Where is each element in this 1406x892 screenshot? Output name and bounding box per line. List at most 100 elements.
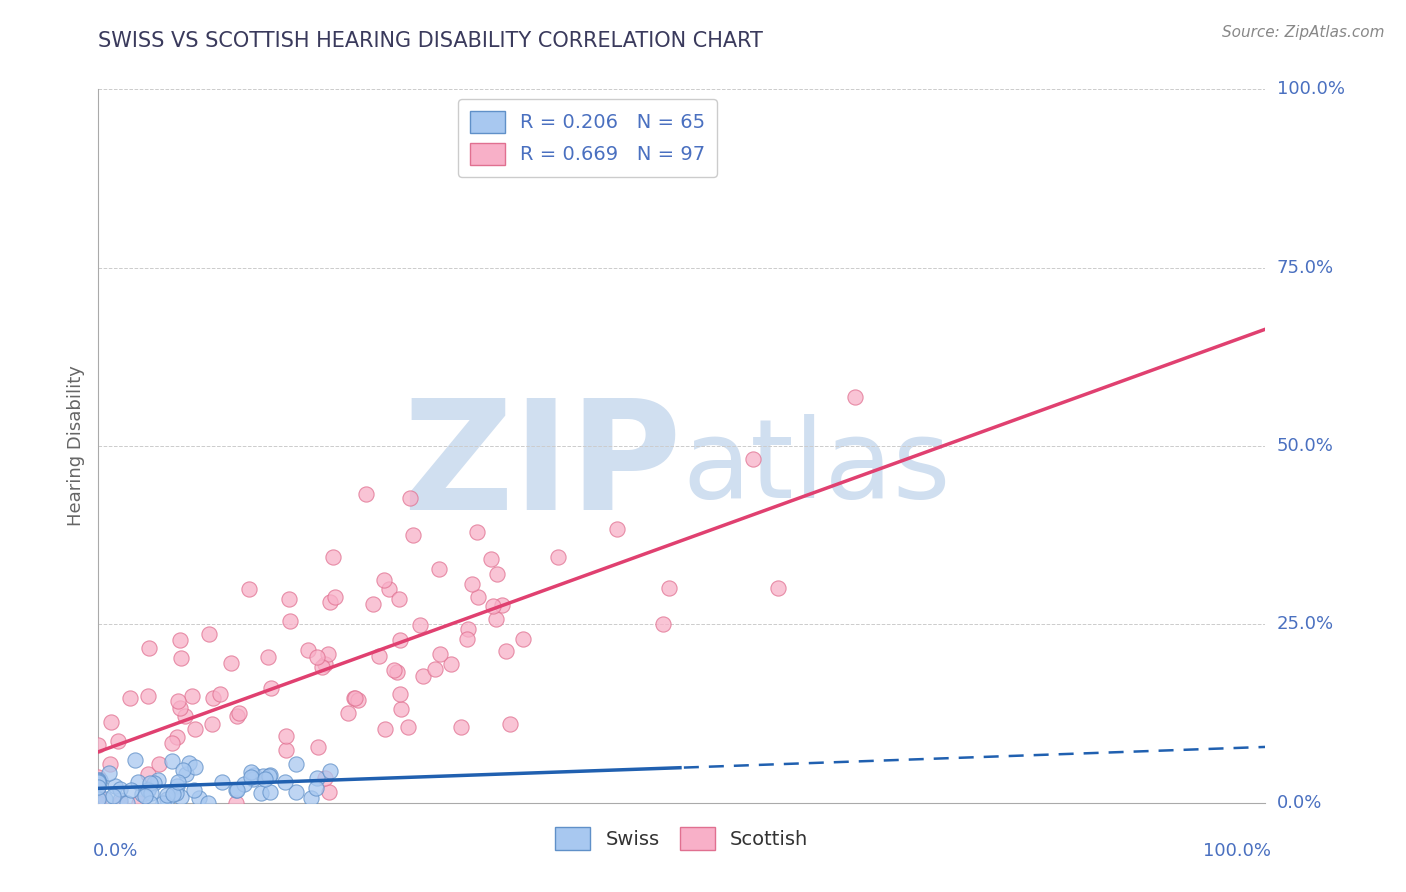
Point bbox=[249, 786, 271, 800]
Point bbox=[172, 763, 194, 777]
Point bbox=[87, 773, 110, 788]
Point bbox=[87, 796, 110, 810]
Point bbox=[169, 701, 191, 715]
Point bbox=[240, 764, 263, 779]
Point bbox=[152, 796, 174, 810]
Point bbox=[374, 722, 396, 736]
Point bbox=[108, 793, 131, 807]
Point bbox=[166, 730, 188, 744]
Point bbox=[201, 716, 224, 731]
Point bbox=[382, 664, 405, 678]
Point bbox=[187, 791, 209, 805]
Point bbox=[100, 714, 122, 729]
Point bbox=[134, 789, 156, 803]
Point bbox=[242, 772, 264, 787]
Point bbox=[484, 611, 506, 625]
Point bbox=[120, 782, 142, 797]
Point bbox=[499, 717, 522, 731]
Point bbox=[108, 781, 131, 796]
Point bbox=[547, 550, 569, 565]
Text: atlas: atlas bbox=[682, 414, 950, 521]
Point bbox=[402, 528, 425, 542]
Point bbox=[479, 552, 502, 566]
Point bbox=[138, 640, 160, 655]
Point bbox=[277, 592, 299, 607]
Point bbox=[93, 792, 115, 806]
Point bbox=[343, 690, 366, 705]
Point bbox=[305, 781, 328, 796]
Text: 100.0%: 100.0% bbox=[1277, 80, 1344, 98]
Point bbox=[429, 647, 451, 661]
Point bbox=[467, 590, 489, 604]
Point bbox=[316, 647, 339, 661]
Point bbox=[87, 774, 110, 789]
Point bbox=[184, 760, 207, 774]
Point bbox=[274, 742, 297, 756]
Point bbox=[844, 390, 866, 404]
Point bbox=[107, 734, 129, 748]
Point bbox=[89, 772, 111, 787]
Point bbox=[233, 777, 256, 791]
Point bbox=[323, 590, 346, 604]
Legend: Swiss, Scottish: Swiss, Scottish bbox=[548, 819, 815, 857]
Point bbox=[485, 567, 508, 582]
Point bbox=[319, 764, 342, 779]
Y-axis label: Hearing Disability: Hearing Disability bbox=[66, 366, 84, 526]
Point bbox=[160, 736, 183, 750]
Point bbox=[343, 691, 366, 706]
Point bbox=[254, 772, 277, 786]
Point bbox=[156, 791, 179, 805]
Point bbox=[97, 766, 120, 780]
Point bbox=[87, 738, 110, 752]
Point bbox=[118, 690, 141, 705]
Point bbox=[377, 582, 399, 596]
Point bbox=[209, 687, 232, 701]
Point bbox=[167, 694, 190, 708]
Point bbox=[127, 775, 149, 789]
Text: 0.0%: 0.0% bbox=[1277, 794, 1322, 812]
Point bbox=[388, 591, 411, 606]
Point bbox=[183, 783, 205, 797]
Point bbox=[198, 627, 221, 641]
Point bbox=[361, 597, 384, 611]
Point bbox=[373, 574, 395, 588]
Point bbox=[354, 486, 377, 500]
Point bbox=[156, 788, 179, 802]
Point bbox=[162, 788, 184, 802]
Point bbox=[260, 681, 283, 695]
Text: Source: ZipAtlas.com: Source: ZipAtlas.com bbox=[1222, 25, 1385, 40]
Point bbox=[162, 755, 184, 769]
Point bbox=[108, 796, 131, 810]
Point bbox=[170, 651, 193, 665]
Point bbox=[399, 491, 422, 505]
Text: 25.0%: 25.0% bbox=[1277, 615, 1334, 633]
Text: 75.0%: 75.0% bbox=[1277, 259, 1334, 277]
Point bbox=[274, 729, 297, 743]
Point bbox=[169, 633, 191, 648]
Point bbox=[238, 582, 260, 596]
Point bbox=[128, 796, 150, 810]
Text: 0.0%: 0.0% bbox=[93, 842, 138, 860]
Point bbox=[274, 775, 297, 789]
Point bbox=[301, 791, 323, 805]
Point bbox=[197, 796, 219, 810]
Point bbox=[202, 691, 225, 706]
Point bbox=[139, 786, 162, 800]
Text: 50.0%: 50.0% bbox=[1277, 437, 1333, 455]
Point bbox=[491, 598, 513, 612]
Point bbox=[766, 581, 789, 595]
Text: ZIP: ZIP bbox=[402, 392, 682, 542]
Point bbox=[482, 599, 505, 614]
Point bbox=[136, 781, 159, 796]
Point bbox=[181, 689, 204, 703]
Point bbox=[219, 656, 242, 670]
Point bbox=[367, 648, 389, 663]
Point bbox=[87, 788, 110, 802]
Point bbox=[224, 796, 246, 810]
Point bbox=[311, 660, 333, 674]
Point bbox=[606, 522, 628, 536]
Point bbox=[148, 756, 170, 771]
Point bbox=[87, 774, 110, 789]
Point bbox=[226, 783, 249, 797]
Point bbox=[87, 780, 110, 794]
